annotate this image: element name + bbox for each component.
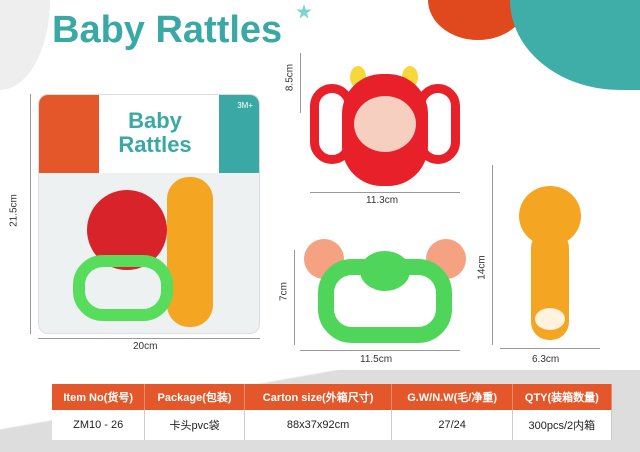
table-row: ZM10 - 26 卡头pvc袋 88x37x92cm 27/24 300pcs… xyxy=(52,410,613,440)
deer-width-label: 6.3cm xyxy=(532,354,560,365)
cell-package: 卡头pvc袋 xyxy=(144,410,245,440)
crab-width-label: 11.5cm xyxy=(360,354,393,365)
deer-rattle-image xyxy=(505,170,595,345)
package-height-label: 21.5cm xyxy=(8,194,20,227)
table-header-row: Item No(货号) Package(包装) Carton size(外箱尺寸… xyxy=(52,384,613,410)
crab-height-line xyxy=(294,250,295,345)
header-carton-size: Carton size(外箱尺寸) xyxy=(244,384,393,410)
cell-carton-size: 88x37x92cm xyxy=(244,410,393,440)
cell-item-no: ZM10 - 26 xyxy=(52,410,146,440)
deer-height-line xyxy=(492,165,493,345)
header-qty: QTY(装箱数量) xyxy=(512,384,613,410)
deer-width-line xyxy=(500,348,600,349)
star-icon xyxy=(296,4,312,19)
package-height-line xyxy=(30,94,31,334)
cell-weight: 27/24 xyxy=(391,410,513,440)
monkey-height-label: 8.5cm xyxy=(284,63,296,92)
bg-teal-circle xyxy=(510,0,640,90)
deer-height-label: 14cm xyxy=(476,255,488,280)
age-badge: 3M+ xyxy=(237,101,253,110)
header-package: Package(包装) xyxy=(144,384,245,410)
crab-width-line xyxy=(300,350,460,351)
monkey-height-line xyxy=(300,53,301,113)
page-title: Baby Rattles xyxy=(52,9,283,51)
crab-height-label: 7cm xyxy=(278,282,290,301)
spec-table: Item No(货号) Package(包装) Carton size(外箱尺寸… xyxy=(52,384,613,440)
package-title: Baby Rattles xyxy=(118,108,192,157)
crab-rattle-image xyxy=(300,235,470,345)
monkey-width-line xyxy=(310,192,460,193)
cell-qty: 300pcs/2内箱 xyxy=(512,410,613,440)
header-item-no: Item No(货号) xyxy=(52,384,146,410)
package-image: Baby Rattles 3M+ xyxy=(38,94,260,334)
package-width-line xyxy=(38,338,260,339)
package-width-label: 20cm xyxy=(133,341,158,352)
header-weight: G.W/N.W(毛/净重) xyxy=(391,384,513,410)
monkey-rattle-image xyxy=(310,60,460,190)
monkey-width-label: 11.3cm xyxy=(366,195,399,206)
bg-grey-circle xyxy=(0,0,50,90)
